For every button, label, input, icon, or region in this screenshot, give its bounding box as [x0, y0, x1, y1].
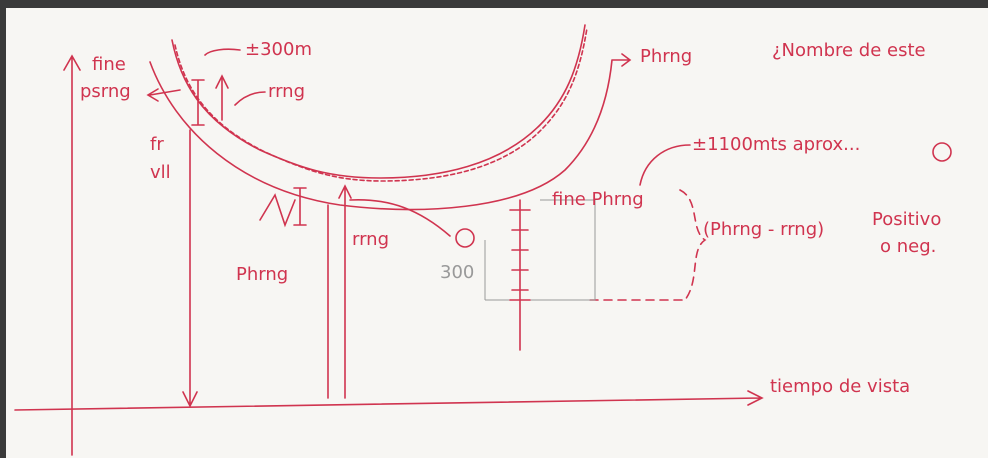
label: vll — [150, 162, 171, 183]
rrng-curve — [171, 24, 586, 179]
label: fine — [92, 54, 126, 75]
label: fr — [150, 134, 164, 155]
label: Phrng — [236, 264, 288, 285]
zoom-scale — [509, 199, 531, 351]
arrow-300 — [204, 48, 241, 56]
label: tiempo de vista — [770, 376, 910, 397]
label: ¿Nombre de este — [772, 40, 926, 61]
zoom-box — [484, 199, 596, 301]
y-axis — [63, 54, 81, 456]
label: (Phrng - rrng) — [703, 219, 824, 240]
error-bars — [191, 74, 229, 126]
fr-vll-line — [182, 129, 198, 408]
rrng-curve-wave — [174, 27, 588, 182]
x-axis — [14, 390, 764, 411]
paper — [6, 8, 988, 458]
arrow-psrng — [146, 88, 181, 102]
arrow-1100 — [639, 144, 691, 186]
plus-circle — [455, 228, 475, 248]
label: Phrng — [640, 46, 692, 67]
arrow-rrng — [234, 91, 266, 106]
vertical-2 — [338, 184, 352, 399]
label: Positivo — [872, 209, 941, 230]
bracket — [589, 189, 707, 301]
phrng-curve — [149, 53, 632, 211]
label: o neg. — [880, 236, 936, 257]
label: rrng — [268, 81, 305, 102]
label: ±1100mts aprox... — [692, 134, 860, 155]
plus-circle-2 — [932, 142, 952, 162]
phrng-bars — [259, 187, 307, 228]
label: fine Phrng — [552, 189, 644, 210]
label: 300 — [440, 262, 474, 283]
label: rrng — [352, 229, 389, 250]
label: psrng — [80, 81, 131, 102]
label: ±300m — [245, 39, 312, 60]
arrow-zoom — [349, 199, 451, 237]
